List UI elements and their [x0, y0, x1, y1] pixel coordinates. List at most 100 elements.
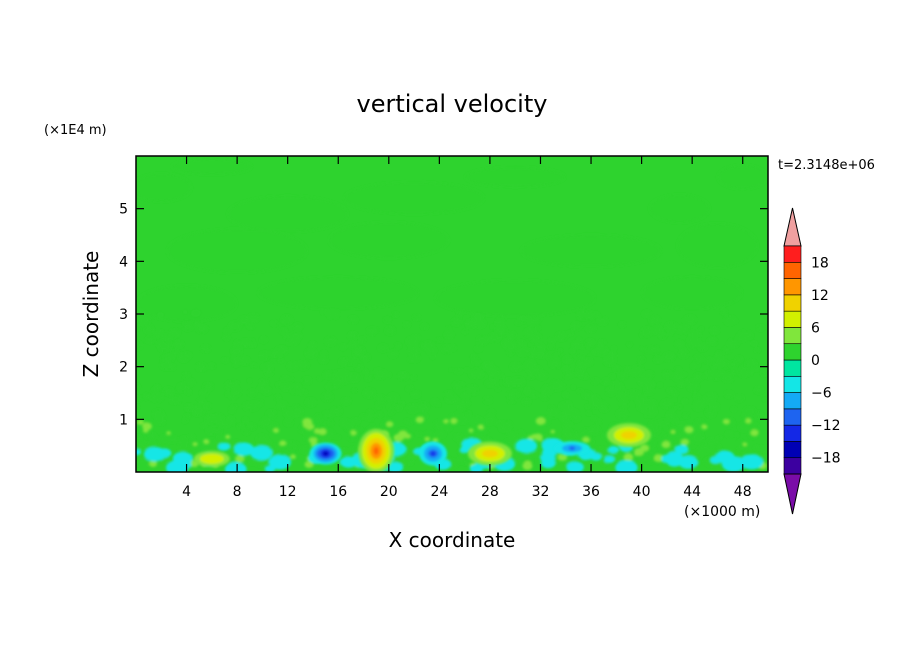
contour-speckle	[704, 371, 715, 379]
contour-speckle	[675, 340, 684, 348]
contour-speckle	[146, 336, 155, 344]
contour-speckle	[603, 356, 616, 366]
contour-speckle	[193, 320, 202, 328]
contour-speckle	[201, 445, 209, 451]
contour-speckle	[506, 432, 517, 441]
contour-speckle	[724, 316, 736, 325]
contour-speckle	[160, 437, 170, 445]
contour-speckle	[484, 416, 496, 425]
contour-speckle	[385, 373, 391, 377]
contour-speckle	[634, 448, 644, 456]
colorbar-label: 18	[811, 255, 829, 271]
contour-speckle	[264, 368, 274, 376]
contour-speckle	[238, 316, 250, 325]
contour-speckle	[417, 402, 429, 411]
contour-speckle	[654, 454, 664, 462]
colorbar-extend-max	[783, 207, 802, 247]
contour-speckle	[237, 424, 244, 429]
contour-speckle	[649, 346, 659, 354]
contour-speckle	[467, 385, 478, 393]
contour-speckle	[319, 357, 328, 364]
contour-speckle	[348, 316, 358, 324]
contour-speckle	[406, 386, 412, 391]
contour-speckle	[518, 315, 529, 323]
contour-speckle	[691, 364, 696, 368]
contour-speckle	[321, 310, 327, 315]
contour-speckle	[387, 393, 399, 402]
contour-speckle	[581, 370, 586, 374]
contour-speckle	[448, 460, 458, 468]
contour-speckle	[594, 312, 599, 317]
contour-speckle	[282, 383, 293, 392]
contour-speckle	[761, 370, 768, 377]
contour-speckle	[151, 393, 163, 402]
contour-speckle	[405, 434, 411, 439]
contour-speckle	[508, 331, 516, 338]
contour-speckle	[609, 374, 615, 379]
contour-speckle	[331, 378, 343, 388]
contour-speckle	[571, 322, 582, 330]
contour-speckle	[200, 390, 208, 397]
contour-speckle	[577, 355, 584, 361]
contour-speckle	[503, 378, 514, 386]
contour-speckle	[536, 326, 541, 330]
contour-speckle	[748, 424, 753, 428]
contour-speckle	[205, 414, 217, 424]
contour-speckle	[697, 447, 705, 453]
contour-speckle	[645, 414, 649, 418]
contour-speckle	[456, 412, 461, 416]
contour-speckle	[136, 435, 142, 442]
contour-speckle	[725, 431, 733, 437]
contour-speckle	[270, 350, 279, 357]
contour-speckle	[166, 462, 181, 472]
contour-speckle	[348, 373, 359, 383]
contour-speckle	[264, 381, 269, 385]
contour-speckle	[698, 454, 703, 458]
contour-speckle	[385, 417, 389, 421]
contour-speckle	[724, 391, 734, 398]
contour-speckle	[186, 379, 195, 386]
contour-speckle	[585, 405, 589, 408]
contour-speckle	[603, 455, 615, 464]
contour-speckle	[349, 435, 357, 442]
contour-speckle	[208, 363, 215, 369]
contour-speckle	[266, 365, 273, 370]
contour-speckle	[752, 423, 759, 429]
contour-speckle	[313, 416, 323, 423]
x-tick-label: 4	[182, 484, 191, 500]
contour-speckle	[516, 321, 521, 325]
contour-speckle	[576, 368, 580, 372]
contour-speckle	[158, 436, 163, 440]
contour-speckle	[517, 346, 529, 356]
contour-speckle	[351, 419, 357, 423]
contour-speckle	[606, 388, 616, 396]
contour-speckle	[411, 391, 421, 398]
contour-speckle	[229, 321, 241, 331]
colorbar-segment	[783, 408, 802, 426]
contour-speckle	[453, 382, 461, 389]
contour-speckle	[225, 434, 231, 439]
contour-speckle	[360, 414, 366, 419]
contour-speckle	[549, 360, 560, 368]
field-contours	[136, 158, 768, 472]
contour-speckle	[450, 418, 458, 424]
contour-speckle	[458, 405, 465, 411]
contour-speckle	[416, 431, 421, 436]
contour-speckle	[365, 376, 372, 381]
contour-speckle	[716, 351, 722, 356]
contour-speckle	[136, 341, 143, 350]
contour-speckle	[740, 454, 764, 470]
contour-speckle	[154, 385, 160, 390]
contour-speckle	[586, 325, 596, 333]
contour-speckle	[591, 416, 597, 421]
contour-speckle	[761, 455, 767, 460]
contour-speckle	[755, 348, 760, 353]
contour-speckle	[171, 350, 179, 357]
contour-speckle	[674, 444, 689, 454]
contour-speckle	[715, 445, 721, 450]
contour-speckle	[698, 343, 707, 351]
contour-speckle	[386, 461, 404, 472]
contour-speckle	[331, 407, 342, 415]
contour-speckle	[694, 373, 703, 381]
contour-speckle	[294, 384, 301, 390]
